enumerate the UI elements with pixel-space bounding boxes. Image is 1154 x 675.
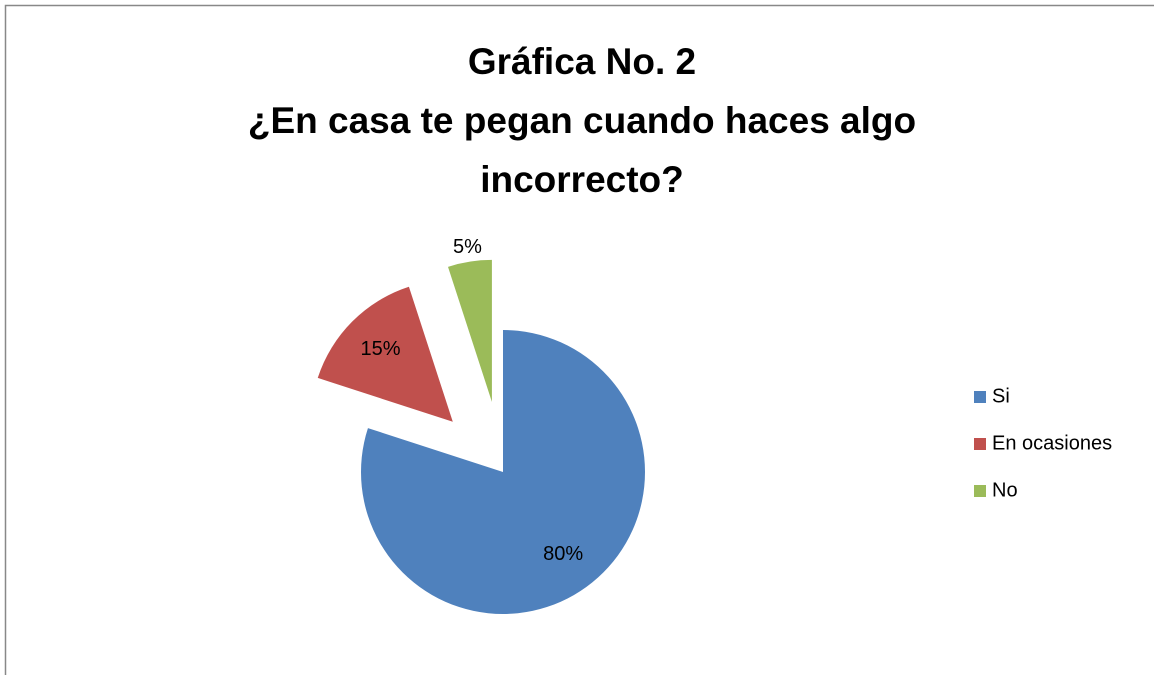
legend-swatch <box>974 485 986 497</box>
legend-label: No <box>992 479 1018 501</box>
legend-swatch <box>974 391 986 403</box>
pie-slice <box>448 259 492 402</box>
data-label: 5% <box>453 236 482 258</box>
legend-label: Si <box>992 385 1010 407</box>
chart-title: incorrecto? <box>480 159 684 200</box>
legend-swatch <box>974 438 986 450</box>
data-label: 80% <box>543 543 583 565</box>
pie-slice <box>317 286 453 422</box>
legend-label: En ocasiones <box>992 432 1112 454</box>
chart-title: ¿En casa te pegan cuando haces algo <box>248 100 916 141</box>
data-label: 15% <box>360 338 400 360</box>
chart-title: Gráfica No. 2 <box>468 41 696 82</box>
pie-slice <box>361 330 645 614</box>
